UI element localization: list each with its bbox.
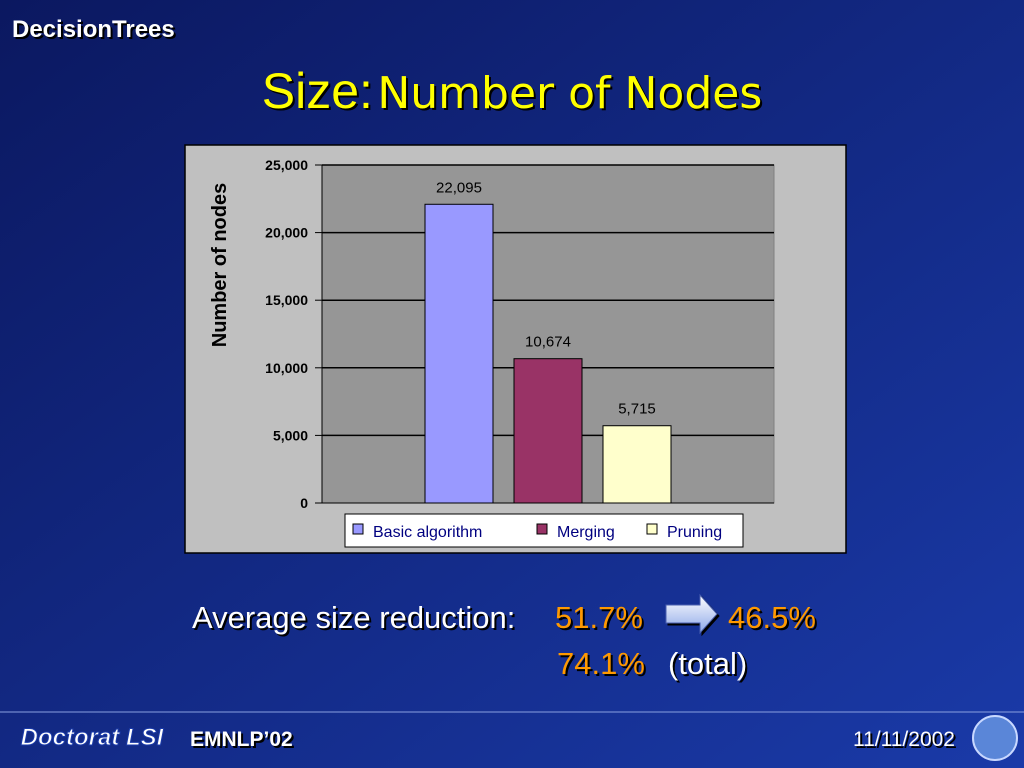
legend-label: Merging bbox=[557, 524, 615, 541]
y-tick-label: 15,000 bbox=[265, 292, 308, 308]
y-axis-label: Number of nodes bbox=[209, 183, 231, 347]
value-label: 10,674 bbox=[525, 334, 571, 351]
y-tick-label: 25,000 bbox=[265, 157, 308, 173]
legend-label: Basic algorithm bbox=[373, 524, 482, 541]
y-tick-label: 10,000 bbox=[265, 360, 308, 376]
summary-to: 46.5% bbox=[728, 600, 816, 635]
legend-swatch bbox=[646, 523, 658, 535]
summary-from: 51.7% bbox=[555, 600, 643, 635]
footer-emblem bbox=[972, 715, 1018, 761]
value-label: 5,715 bbox=[618, 401, 656, 418]
y-tick-label: 20,000 bbox=[265, 225, 308, 241]
y-tick-label: 0 bbox=[300, 495, 308, 511]
summary-total-note: (total) bbox=[668, 646, 747, 681]
bar bbox=[602, 425, 672, 504]
chart: Number of nodes 0 5,000 10,000 15,000 20,000… bbox=[184, 144, 847, 554]
footer-logo: Doctorat LSI bbox=[21, 724, 165, 751]
footer-date: 11/11/2002 bbox=[853, 728, 955, 751]
arrow bbox=[665, 593, 718, 635]
bar bbox=[424, 203, 494, 504]
slide-title: Size: Number of Nodes bbox=[262, 63, 763, 119]
summary-total: 74.1% bbox=[557, 646, 645, 681]
title-main: Size: bbox=[262, 63, 373, 119]
footer-event: EMNLP’02 bbox=[190, 728, 293, 751]
value-label: 22,095 bbox=[436, 179, 482, 196]
title-sub: Number of Nodes bbox=[377, 68, 762, 119]
legend-label: Pruning bbox=[667, 524, 722, 541]
summary-label: Average size reduction: bbox=[192, 600, 515, 635]
y-tick-label: 5,000 bbox=[273, 427, 308, 443]
legend-swatch bbox=[536, 523, 548, 535]
bar bbox=[513, 358, 583, 504]
legend-swatch bbox=[352, 523, 364, 535]
header: DecisionTrees bbox=[12, 16, 175, 43]
